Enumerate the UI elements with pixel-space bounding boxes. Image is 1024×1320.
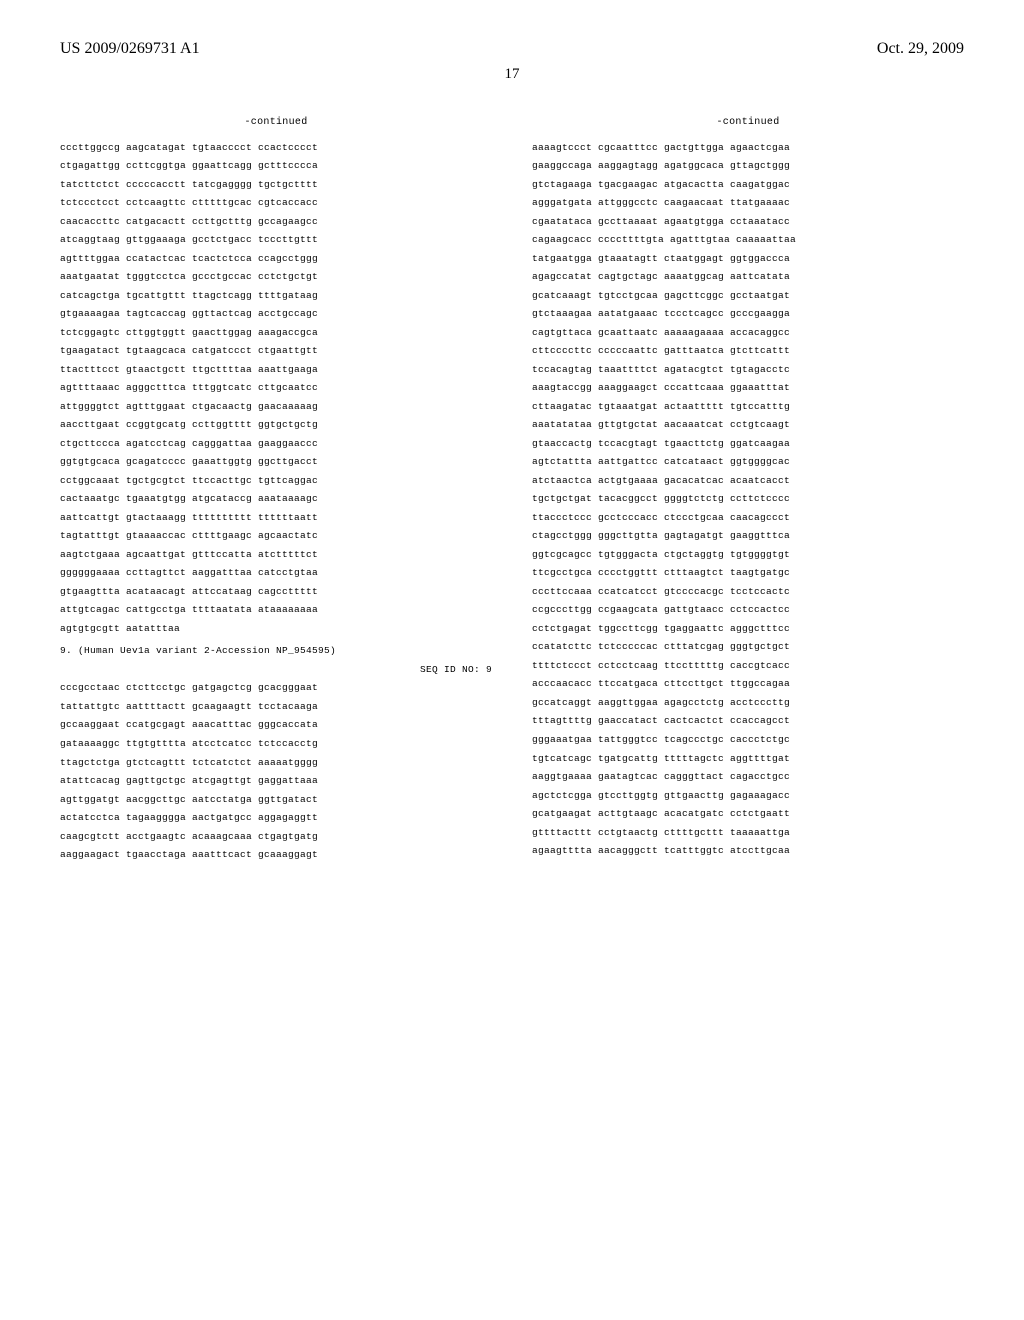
continued-label-left: -continued (60, 113, 492, 133)
sequence-line: tatgaatgga gtaaatagtt ctaatggagt ggtggac… (532, 250, 964, 269)
page-number: 17 (60, 66, 964, 83)
sequence-line: ttactttcct gtaactgctt ttgcttttaa aaattga… (60, 361, 492, 380)
sequence-line: cctctgagat tggccttcgg tgaggaattc agggctt… (532, 620, 964, 639)
sequence-line: gataaaaggc ttgtgtttta atcctcatcc tctccac… (60, 735, 492, 754)
sequence-line: cccttccaaa ccatcatcct gtccccacgc tcctcca… (532, 583, 964, 602)
sequence-line: cagtgttaca gcaattaatc aaaaagaaaa accacag… (532, 324, 964, 343)
sequence-line: attggggtct agtttggaat ctgacaactg gaacaaa… (60, 398, 492, 417)
sequence-line: gccatcaggt aaggttggaa agagcctctg acctccc… (532, 694, 964, 713)
sequence-line: aaggtgaaaa gaatagtcac cagggttact cagacct… (532, 768, 964, 787)
sequence-line: ctagcctggg gggcttgtta gagtagatgt gaaggtt… (532, 527, 964, 546)
sequence-line: ctgcttccca agatcctcag cagggattaa gaaggaa… (60, 435, 492, 454)
sequence-line: gtctagaaga tgacgaagac atgacactta caagatg… (532, 176, 964, 195)
sequence-line: aaaagtccct cgcaatttcc gactgttgga agaactc… (532, 139, 964, 158)
continued-label-right: -continued (532, 113, 964, 133)
sequence-line: agctctcgga gtccttggtg gttgaacttg gagaaag… (532, 787, 964, 806)
sequence-line: gtgaaaagaa tagtcaccag ggttactcag acctgcc… (60, 305, 492, 324)
sequence-line: cccgcctaac ctcttcctgc gatgagctcg gcacggg… (60, 679, 492, 698)
sequence-line: aattcattgt gtactaaagg tttttttttt tttttta… (60, 509, 492, 528)
sequence-line: aaccttgaat ccggtgcatg ccttggtttt ggtgctg… (60, 416, 492, 435)
content-columns: -continued cccttggccg aagcatagat tgtaacc… (60, 113, 964, 865)
sequence-line: agtgtgcgtt aatatttaa (60, 620, 492, 639)
sequence-line: agtctattta aattgattcc catcataact ggtgggg… (532, 453, 964, 472)
sequence-line: ttcgcctgca cccctggttt ctttaagtct taagtga… (532, 564, 964, 583)
sequence-line: aaatatataa gttgtgctat aacaaatcat cctgtca… (532, 416, 964, 435)
sequence-line: ggtcgcagcc tgtgggacta ctgctaggtg tgtgggg… (532, 546, 964, 565)
sequence-line: gtaaccactg tccacgtagt tgaacttctg ggatcaa… (532, 435, 964, 454)
sequence-line: ctgagattgg ccttcggtga ggaattcagg gctttcc… (60, 157, 492, 176)
sequence-line: gccaaggaat ccatgcgagt aaacatttac gggcacc… (60, 716, 492, 735)
patent-number: US 2009/0269731 A1 (60, 40, 200, 58)
sequence-line: gtgaagttta acataacagt attccataag cagcctt… (60, 583, 492, 602)
sequence-line: atcaggtaag gttggaaaga gcctctgacc tcccttg… (60, 231, 492, 250)
left-column: -continued cccttggccg aagcatagat tgtaacc… (60, 113, 492, 865)
sequence-line: aaagtaccgg aaaggaagct cccattcaaa ggaaatt… (532, 379, 964, 398)
sequence-line: ccgcccttgg ccgaagcata gattgtaacc cctccac… (532, 601, 964, 620)
sequence-line: acccaacacc ttccatgaca cttccttgct ttggcca… (532, 675, 964, 694)
sequence-line: agggatgata attgggcctc caagaacaat ttatgaa… (532, 194, 964, 213)
sequence-line: ttagctctga gtctcagttt tctcatctct aaaaatg… (60, 754, 492, 773)
publication-date: Oct. 29, 2009 (877, 40, 964, 58)
sequence-line: cttccccttc cccccaattc gatttaatca gtcttca… (532, 342, 964, 361)
sequence-line: aaatgaatat tgggtcctca gccctgccac cctctgc… (60, 268, 492, 287)
sequence-line: actatcctca tagaagggga aactgatgcc aggagag… (60, 809, 492, 828)
sequence-line: atctaactca actgtgaaaa gacacatcac acaatca… (532, 472, 964, 491)
sequence-line: tccacagtag taaattttct agatacgtct tgtagac… (532, 361, 964, 380)
right-column: -continued aaaagtccct cgcaatttcc gactgtt… (532, 113, 964, 865)
sequence-line: agagccatat cagtgctagc aaaatggcag aattcat… (532, 268, 964, 287)
sequence-line: caacaccttc catgacactt ccttgctttg gccagaa… (60, 213, 492, 232)
sequence-line: aaggaagact tgaacctaga aaatttcact gcaaagg… (60, 846, 492, 865)
sequence-line: gcatgaagat acttgtaagc acacatgatc cctctga… (532, 805, 964, 824)
sequence-line: agaagtttta aacagggctt tcatttggtc atccttg… (532, 842, 964, 861)
sequence-line: gcatcaaagt tgtcctgcaa gagcttcggc gcctaat… (532, 287, 964, 306)
sequence-line: tctccctcct cctcaagttc ctttttgcac cgtcacc… (60, 194, 492, 213)
sequence-line: aagtctgaaa agcaattgat gtttccatta atctttt… (60, 546, 492, 565)
sequence-line: tttagttttg gaaccatact cactcactct ccaccag… (532, 712, 964, 731)
sequence-line: agttggatgt aacggcttgc aatcctatga ggttgat… (60, 791, 492, 810)
sequence-line: gtctaaagaa aatatgaaac tccctcagcc gcccgaa… (532, 305, 964, 324)
sequence-line: tgtcatcagc tgatgcattg tttttagctc aggtttt… (532, 750, 964, 769)
sequence-line: cgaatataca gccttaaaat agaatgtgga cctaaat… (532, 213, 964, 232)
sequence-line: gggaaatgaa tattgggtcc tcagccctgc caccctc… (532, 731, 964, 750)
sequence-line: ggggggaaaa ccttagttct aaggatttaa catcctg… (60, 564, 492, 583)
sequence-line: catcagctga tgcattgttt ttagctcagg ttttgat… (60, 287, 492, 306)
sequence-line: gaaggccaga aaggagtagg agatggcaca gttagct… (532, 157, 964, 176)
sequence-line: tagtatttgt gtaaaaccac cttttgaagc agcaact… (60, 527, 492, 546)
sequence-line: cttaagatac tgtaaatgat actaattttt tgtccat… (532, 398, 964, 417)
sequence-id: SEQ ID NO: 9 (60, 661, 492, 680)
sequence-line: agttttggaa ccatactcac tcactctcca ccagcct… (60, 250, 492, 269)
sequence-line: cccttggccg aagcatagat tgtaacccct ccactcc… (60, 139, 492, 158)
sequence-line: tatcttctct cccccacctt tatcgagggg tgctgct… (60, 176, 492, 195)
sequence-header: 9. (Human Uev1a variant 2-Accession NP_9… (60, 642, 492, 661)
sequence-line: caagcgtctt acctgaagtc acaaagcaaa ctgagtg… (60, 828, 492, 847)
sequence-line: tgctgctgat tacacggcct ggggtctctg ccttctc… (532, 490, 964, 509)
sequence-line: cactaaatgc tgaaatgtgg atgcataccg aaataaa… (60, 490, 492, 509)
sequence-line: tgaagatact tgtaagcaca catgatccct ctgaatt… (60, 342, 492, 361)
sequence-line: tctcggagtc cttggtggtt gaacttggag aaagacc… (60, 324, 492, 343)
sequence-line: cctggcaaat tgctgcgtct ttccacttgc tgttcag… (60, 472, 492, 491)
sequence-line: ggtgtgcaca gcagatcccc gaaattggtg ggcttga… (60, 453, 492, 472)
sequence-line: agttttaaac agggctttca tttggtcatc cttgcaa… (60, 379, 492, 398)
sequence-line: ttttctccct cctcctcaag ttcctttttg caccgtc… (532, 657, 964, 676)
sequence-line: gttttacttt cctgtaactg cttttgcttt taaaaat… (532, 824, 964, 843)
sequence-line: ttaccctccc gcctcccacc ctccctgcaa caacagc… (532, 509, 964, 528)
sequence-line: atattcacag gagttgctgc atcgagttgt gaggatt… (60, 772, 492, 791)
sequence-line: attgtcagac cattgcctga ttttaatata ataaaaa… (60, 601, 492, 620)
sequence-line: ccatatcttc tctcccccac ctttatcgag gggtgct… (532, 638, 964, 657)
sequence-line: cagaagcacc ccccttttgta agatttgtaa caaaaa… (532, 231, 964, 250)
sequence-line: tattattgtc aattttactt gcaagaagtt tcctaca… (60, 698, 492, 717)
